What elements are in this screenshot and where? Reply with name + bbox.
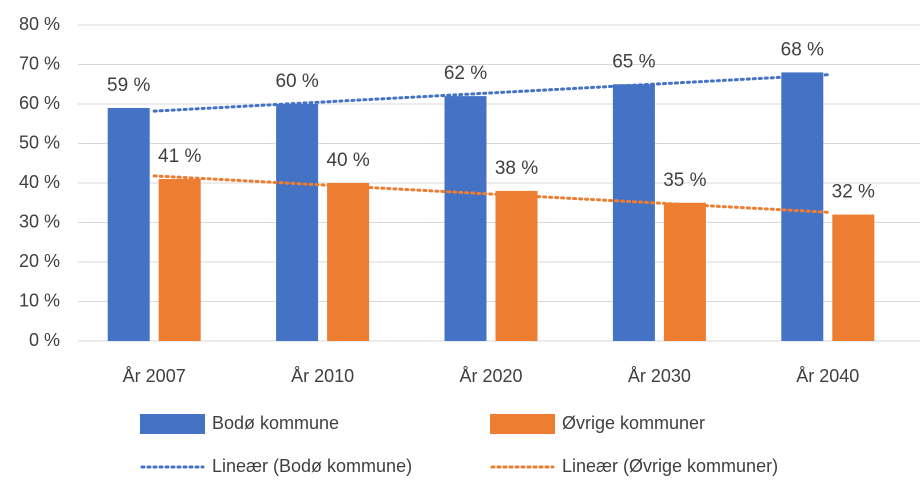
value-label: 59 % [107,75,150,96]
bar [612,84,655,341]
value-label: 62 % [444,63,487,84]
legend-label: Øvrige kommuner [562,413,705,433]
y-tick-label: 60 % [19,93,60,113]
legend-label: Lineær (Bodø kommune) [212,456,412,476]
value-label: 60 % [275,71,318,92]
x-tick-label: År 2030 [628,366,691,386]
bar [158,179,201,341]
bar [832,214,875,341]
bar [276,104,319,341]
value-label: 65 % [612,51,655,72]
value-label: 68 % [781,39,824,60]
bar [663,202,706,341]
y-tick-label: 20 % [19,251,60,271]
y-tick-label: 30 % [19,211,60,231]
bar [107,107,150,341]
legend-label: Lineær (Øvrige kommuner) [562,456,778,476]
x-tick-label: År 2020 [459,366,522,386]
y-tick-label: 40 % [19,172,60,192]
bar [327,183,370,341]
x-tick-label: År 2040 [796,366,859,386]
bar [444,96,487,341]
trendline [152,174,830,214]
y-tick-label: 70 % [19,53,60,73]
bar [781,72,824,342]
x-tick-label: År 2010 [291,366,354,386]
y-tick-label: 0 % [29,330,60,350]
value-label: 35 % [663,170,706,191]
value-label: 40 % [326,150,369,171]
legend-swatch [140,414,205,434]
y-tick-label: 10 % [19,290,60,310]
value-label: 38 % [495,158,538,179]
bar [495,190,538,341]
trendline [152,73,830,113]
legend-label: Bodø kommune [212,413,339,433]
value-label: 41 % [158,146,201,167]
y-tick-label: 50 % [19,132,60,152]
x-tick-label: År 2007 [123,366,186,386]
value-label: 32 % [832,182,875,203]
y-tick-label: 80 % [19,14,60,34]
legend-swatch [490,414,555,434]
